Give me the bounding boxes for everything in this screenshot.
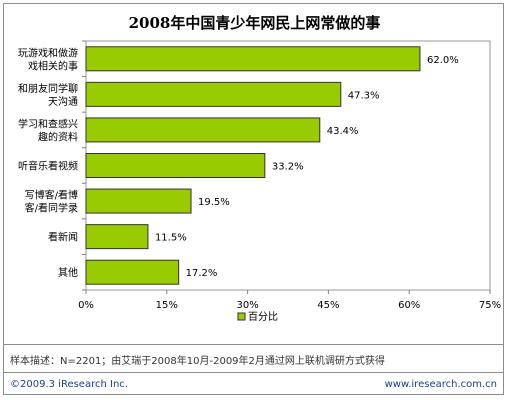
category-label: 趣的资料 [38, 130, 78, 143]
category-label: 和朋友同学聊 [18, 82, 78, 95]
x-tick-label: 15% [156, 300, 178, 311]
value-label: 11.5% [155, 233, 187, 244]
x-tick-label: 60% [398, 300, 420, 311]
legend-label: 百分比 [248, 311, 278, 323]
copyright-text: ©2009.3 iResearch Inc. [10, 379, 128, 390]
sample-note: 样本描述：N=2201；由艾瑞于2008年10月-2009年2月通过网上联机调研… [10, 356, 385, 367]
bar [85, 46, 421, 72]
value-label: 43.4% [327, 126, 359, 137]
footer-divider-top [4, 344, 504, 345]
bar [85, 81, 342, 107]
chart-title: 2008年中国青少年网民上网常做的事 [128, 14, 381, 32]
value-label: 19.5% [198, 197, 230, 208]
value-label: 62.0% [427, 55, 459, 66]
category-label: 客/看同学录 [25, 202, 78, 215]
category-label: 学习和查感兴 [18, 117, 78, 130]
x-tick-label: 30% [236, 300, 258, 311]
category-label: 天沟通 [48, 95, 78, 108]
x-tick-label: 0% [78, 300, 94, 311]
category-label: 其他 [58, 266, 78, 279]
value-label: 33.2% [272, 162, 304, 173]
value-label: 47.3% [348, 90, 380, 101]
value-label: 17.2% [186, 268, 218, 279]
bar [85, 117, 321, 143]
x-tick-label: 75% [479, 300, 501, 311]
legend-swatch [237, 312, 246, 321]
bar [85, 153, 266, 178]
website-text: www.iresearch.com.cn [384, 379, 497, 390]
footer-divider-bottom [4, 372, 504, 373]
category-label: 写博客/看博 [25, 189, 78, 202]
category-label: 玩游戏和做游 [18, 46, 78, 59]
bar [85, 224, 149, 250]
bar [85, 259, 180, 285]
category-label: 看新闻 [48, 231, 78, 244]
bar [85, 188, 192, 214]
x-tick-label: 45% [317, 300, 339, 311]
category-label: 戏相关的事 [28, 59, 78, 72]
category-label: 听音乐看视频 [18, 160, 78, 173]
